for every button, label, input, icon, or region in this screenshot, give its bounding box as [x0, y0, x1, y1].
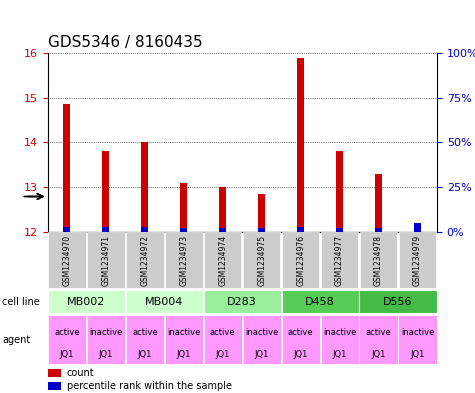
Bar [180, 183, 187, 232]
FancyBboxPatch shape [360, 290, 437, 313]
FancyBboxPatch shape [204, 232, 241, 288]
Bar [142, 226, 148, 232]
Text: D458: D458 [305, 297, 335, 307]
Bar [297, 57, 304, 232]
Text: inactive: inactive [167, 328, 200, 337]
Bar [142, 143, 148, 232]
Bar [219, 228, 226, 232]
Text: JQ1: JQ1 [216, 350, 230, 359]
Bar [64, 226, 70, 232]
Text: GSM1234977: GSM1234977 [335, 235, 344, 286]
Text: GDS5346 / 8160435: GDS5346 / 8160435 [48, 35, 202, 50]
FancyBboxPatch shape [321, 316, 359, 364]
Text: JQ1: JQ1 [294, 350, 308, 359]
Text: MB002: MB002 [67, 297, 105, 307]
FancyBboxPatch shape [126, 316, 164, 364]
Bar [103, 226, 109, 232]
FancyBboxPatch shape [204, 316, 242, 364]
Text: inactive: inactive [89, 328, 123, 337]
Text: GSM1234978: GSM1234978 [374, 235, 383, 286]
Text: MB004: MB004 [145, 297, 183, 307]
Bar [48, 369, 61, 377]
FancyBboxPatch shape [165, 232, 202, 288]
Text: JQ1: JQ1 [332, 350, 347, 359]
FancyBboxPatch shape [87, 316, 125, 364]
FancyBboxPatch shape [399, 316, 437, 364]
Text: D556: D556 [383, 297, 413, 307]
FancyBboxPatch shape [360, 316, 398, 364]
Text: active: active [366, 328, 391, 337]
Text: GSM1234974: GSM1234974 [218, 235, 227, 286]
FancyBboxPatch shape [204, 290, 281, 313]
Bar [64, 105, 70, 232]
Text: count: count [67, 368, 95, 378]
Bar [258, 194, 265, 232]
Text: active: active [288, 328, 314, 337]
FancyBboxPatch shape [48, 290, 125, 313]
FancyBboxPatch shape [282, 232, 319, 288]
FancyBboxPatch shape [243, 232, 280, 288]
Text: inactive: inactive [401, 328, 434, 337]
Text: JQ1: JQ1 [99, 350, 113, 359]
Bar [180, 228, 187, 232]
FancyBboxPatch shape [126, 290, 203, 313]
Bar [336, 228, 343, 232]
Text: inactive: inactive [245, 328, 278, 337]
Text: active: active [132, 328, 158, 337]
Text: JQ1: JQ1 [255, 350, 269, 359]
Text: JQ1: JQ1 [138, 350, 152, 359]
FancyBboxPatch shape [282, 316, 320, 364]
Text: GSM1234975: GSM1234975 [257, 235, 266, 286]
Text: agent: agent [2, 335, 30, 345]
Text: GSM1234979: GSM1234979 [413, 235, 422, 286]
Bar [219, 187, 226, 232]
Bar [336, 151, 343, 232]
Bar [103, 151, 109, 232]
Text: JQ1: JQ1 [60, 350, 74, 359]
Text: GSM1234972: GSM1234972 [141, 235, 149, 286]
Text: JQ1: JQ1 [177, 350, 191, 359]
Text: GSM1234971: GSM1234971 [102, 235, 110, 286]
FancyBboxPatch shape [399, 232, 436, 288]
Text: percentile rank within the sample: percentile rank within the sample [67, 381, 232, 391]
Text: active: active [210, 328, 236, 337]
FancyBboxPatch shape [360, 232, 397, 288]
Text: cell line: cell line [2, 297, 40, 307]
FancyBboxPatch shape [321, 232, 358, 288]
Text: GSM1234970: GSM1234970 [63, 235, 71, 286]
Text: active: active [54, 328, 80, 337]
FancyBboxPatch shape [87, 232, 124, 288]
Text: JQ1: JQ1 [371, 350, 386, 359]
FancyBboxPatch shape [126, 232, 163, 288]
Bar [375, 174, 382, 232]
FancyBboxPatch shape [48, 232, 86, 288]
FancyBboxPatch shape [48, 316, 86, 364]
FancyBboxPatch shape [282, 290, 359, 313]
Text: D283: D283 [228, 297, 257, 307]
Bar [375, 228, 382, 232]
FancyBboxPatch shape [243, 316, 281, 364]
Bar [297, 226, 304, 232]
FancyBboxPatch shape [165, 316, 203, 364]
Bar [414, 228, 421, 232]
Text: GSM1234976: GSM1234976 [296, 235, 305, 286]
Bar [258, 228, 265, 232]
Text: inactive: inactive [323, 328, 356, 337]
Text: GSM1234973: GSM1234973 [180, 235, 188, 286]
Bar [48, 382, 61, 390]
Text: JQ1: JQ1 [410, 350, 425, 359]
Bar [414, 223, 421, 232]
